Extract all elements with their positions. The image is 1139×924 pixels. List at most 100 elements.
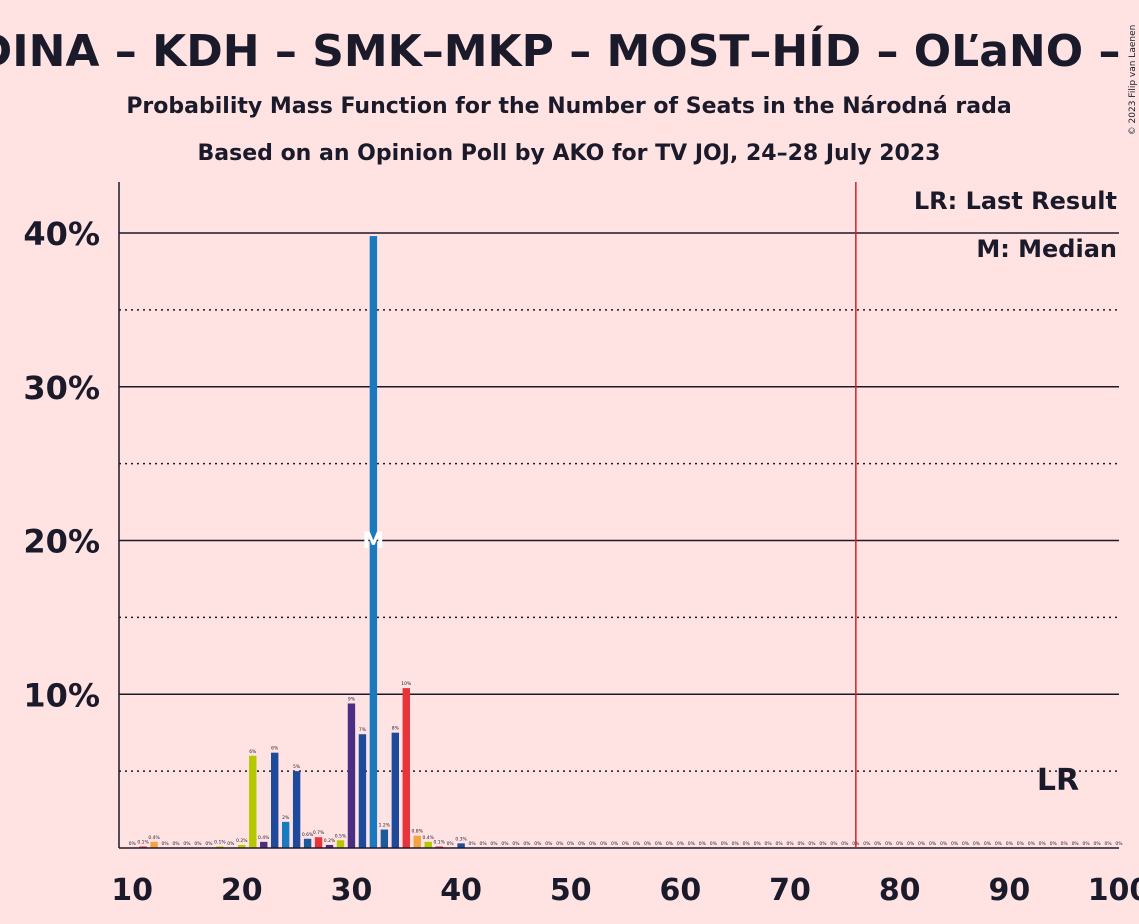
bar-value-label: 8% — [392, 726, 400, 732]
bar-value-label: 0% — [1093, 841, 1101, 847]
bar-value-label: 0.7% — [313, 830, 325, 836]
bar-value-label: 0.4% — [422, 835, 434, 841]
bar-value-label: 0% — [688, 841, 696, 847]
bar-value-label: 0% — [710, 841, 718, 847]
bar-value-label: 0% — [918, 841, 926, 847]
bar-value-label: 0% — [666, 841, 674, 847]
bar-value-label: 0% — [776, 841, 784, 847]
bar — [424, 841, 432, 848]
bar — [347, 703, 356, 848]
chart-subtitle: Probability Mass Function for the Number… — [126, 94, 1011, 119]
bar — [369, 236, 378, 848]
bar-value-label: 0% — [984, 841, 992, 847]
bar — [380, 829, 389, 848]
bar-value-label: 0% — [743, 841, 751, 847]
bar — [150, 841, 158, 848]
y-tick-labels: 10% 20% 30% 40% — [23, 215, 100, 714]
bar — [314, 837, 323, 848]
axes-layer — [118, 182, 1119, 849]
bar-value-label: 0% — [1039, 841, 1047, 847]
bar-value-label: 10% — [401, 681, 412, 687]
chart-title: ODINA – KDH – SMK–MKP – MOST–HÍD – OĽaNO… — [0, 24, 1139, 77]
bar-value-label: 0% — [655, 841, 663, 847]
bar-value-label: 0.3% — [455, 836, 467, 842]
bar-value-label: 9% — [348, 696, 356, 702]
bar — [260, 841, 268, 848]
median-marker: M — [362, 529, 384, 554]
bar-value-label: 0.6% — [302, 832, 314, 838]
bar-value-label: 0% — [1061, 841, 1069, 847]
bar-value-label: 0% — [830, 841, 838, 847]
bar-value-label: 0% — [808, 841, 816, 847]
bar-value-label: 0% — [479, 841, 487, 847]
bar-value-label: 0.4% — [148, 835, 160, 841]
bar-value-label: 0% — [819, 841, 827, 847]
bar-value-label: 0% — [995, 841, 1003, 847]
bar-value-label: 0% — [754, 841, 762, 847]
bar-value-label: 5% — [293, 764, 301, 770]
bar-value-label: 0.1% — [214, 839, 226, 845]
bar-value-label: 0% — [205, 841, 213, 847]
bar-value-label: 0% — [523, 841, 531, 847]
bar-value-label: 0.8% — [412, 829, 424, 835]
bar-value-label: 0% — [183, 841, 191, 847]
x-tick-label: 100 — [1088, 873, 1139, 908]
bar-value-label: 0% — [534, 841, 542, 847]
bar-value-label: 2% — [282, 815, 290, 821]
bar-value-label: 0.2% — [324, 838, 336, 844]
bar-value-label: 0% — [447, 841, 455, 847]
x-tick-label: 60 — [660, 873, 702, 908]
bar — [271, 752, 279, 848]
bar-value-label: 7% — [359, 727, 367, 733]
bar-value-label: 0% — [1104, 841, 1112, 847]
x-tick-label: 10 — [111, 873, 153, 908]
bar — [457, 843, 465, 848]
bar — [325, 844, 334, 848]
x-tick-label: 70 — [769, 873, 811, 908]
bar-value-label: 0% — [1028, 841, 1036, 847]
bar — [391, 732, 400, 848]
bar-value-label: 0% — [1115, 841, 1123, 847]
x-tick-label: 20 — [221, 873, 263, 908]
bar — [238, 844, 246, 848]
bar-value-label: 0% — [929, 841, 937, 847]
bar-value-label: 0% — [885, 841, 893, 847]
bar-value-label: 0% — [677, 841, 685, 847]
y-tick-label: 20% — [23, 523, 100, 561]
bar-value-label: 0% — [644, 841, 652, 847]
bar — [336, 840, 345, 848]
bar-value-label: 0% — [962, 841, 970, 847]
bar-value-label: 0% — [1006, 841, 1014, 847]
bar-value-label: 0% — [896, 841, 904, 847]
bar-value-label: 0% — [786, 841, 794, 847]
bar-value-label: 0% — [1050, 841, 1058, 847]
y-tick-label: 40% — [23, 215, 100, 253]
bar-value-label: 0% — [721, 841, 729, 847]
bar — [281, 821, 290, 848]
x-tick-label: 90 — [988, 873, 1030, 908]
bar — [249, 755, 257, 848]
bar-value-label: 6% — [249, 749, 257, 755]
bar-value-label: 0% — [1072, 841, 1080, 847]
x-tick-labels: 10 20 30 40 50 60 70 80 90 100 — [111, 873, 1139, 908]
bar-value-label: 0% — [227, 841, 235, 847]
bar-value-label: 0.1% — [137, 839, 149, 845]
bar — [303, 838, 312, 848]
bar-value-label: 0% — [633, 841, 641, 847]
bar — [435, 846, 443, 848]
bar — [292, 771, 301, 848]
x-tick-label: 30 — [331, 873, 373, 908]
bar-value-label: 0% — [600, 841, 608, 847]
bar-value-label: 0% — [1017, 841, 1025, 847]
x-tick-label: 40 — [440, 873, 482, 908]
bar-value-label: 0% — [512, 841, 520, 847]
legend-median: M: Median — [976, 235, 1117, 263]
bar — [216, 846, 224, 848]
bar-value-label: 0% — [501, 841, 509, 847]
bar-value-label: 0% — [589, 841, 597, 847]
bar-value-label: 0% — [1083, 841, 1091, 847]
bar-value-label: 0.2% — [236, 838, 248, 844]
bar-value-label: 0% — [951, 841, 959, 847]
